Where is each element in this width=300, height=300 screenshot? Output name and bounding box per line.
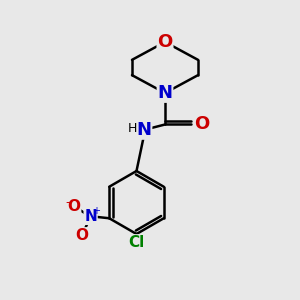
- Text: N: N: [136, 121, 152, 139]
- Text: O: O: [75, 228, 88, 243]
- Text: +: +: [92, 206, 100, 216]
- Text: O: O: [68, 199, 81, 214]
- Text: -: -: [65, 196, 70, 209]
- Text: N: N: [158, 84, 172, 102]
- Text: H: H: [128, 122, 137, 135]
- Text: O: O: [194, 116, 209, 134]
- Text: Cl: Cl: [128, 235, 145, 250]
- Text: N: N: [84, 209, 97, 224]
- Text: O: O: [158, 33, 172, 51]
